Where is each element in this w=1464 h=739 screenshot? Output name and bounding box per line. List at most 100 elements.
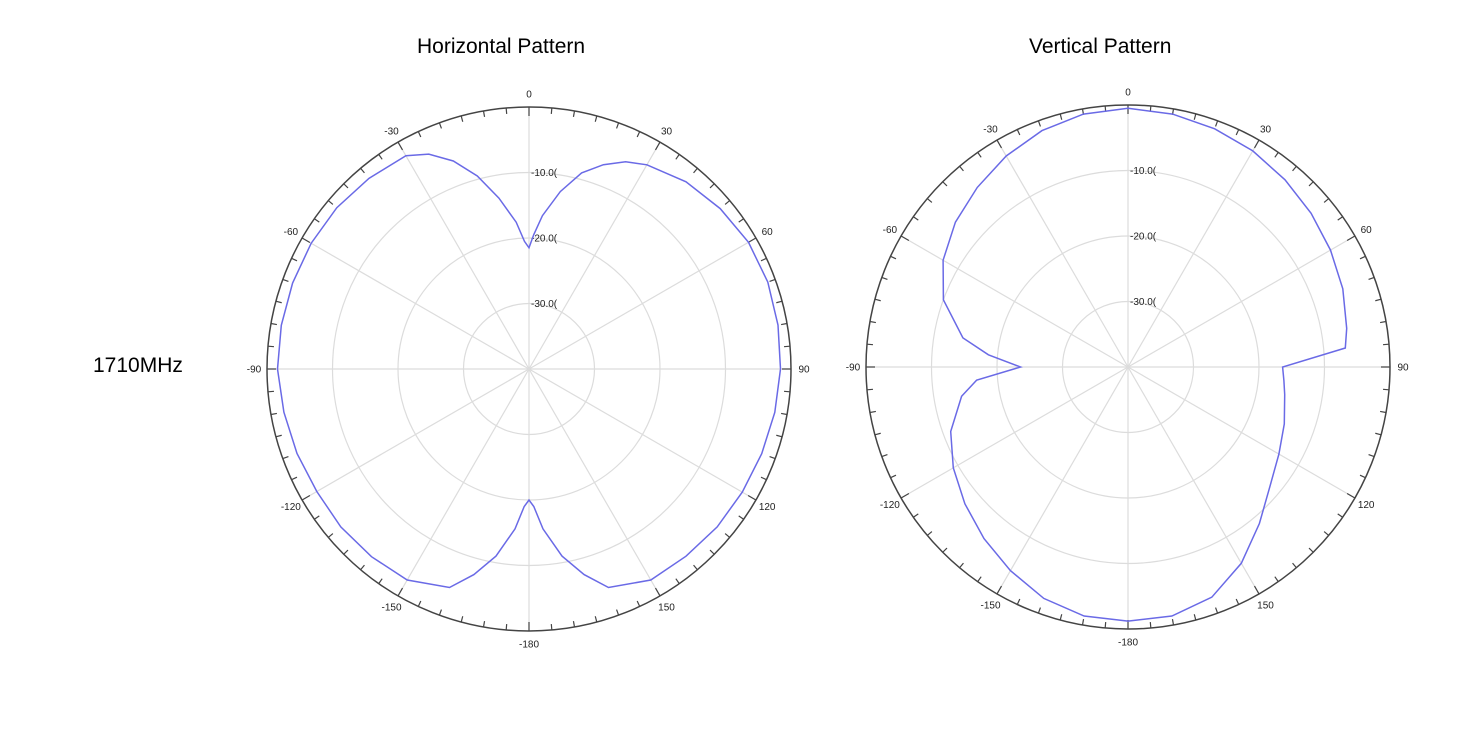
angle-tick xyxy=(594,616,598,623)
angle-tick xyxy=(996,585,1003,595)
angle-tick xyxy=(327,533,334,538)
angle-tick xyxy=(417,131,422,138)
angle-tick xyxy=(1171,619,1175,626)
angle-tick xyxy=(926,531,933,536)
angle-tick xyxy=(1059,614,1063,621)
angle-tick xyxy=(417,600,422,607)
angle-tick xyxy=(301,494,311,501)
angle-tick xyxy=(1346,235,1356,242)
angle-tick xyxy=(869,410,876,414)
angle-tick xyxy=(1214,607,1219,614)
angle-tick xyxy=(996,139,1003,149)
angle-tick xyxy=(760,476,767,481)
angle-tick xyxy=(594,115,598,122)
angle-label: 90 xyxy=(798,365,810,376)
angle-tick xyxy=(1323,198,1330,203)
angle-tick xyxy=(783,390,791,393)
angle-tick xyxy=(738,218,744,223)
angle-tick xyxy=(747,237,757,244)
angle-label: 120 xyxy=(759,502,776,513)
horizontal-pattern-trace xyxy=(276,153,782,589)
angle-tick xyxy=(291,476,298,481)
angle-tick xyxy=(615,122,620,129)
angle-tick xyxy=(693,564,698,571)
angle-label: 30 xyxy=(1260,124,1272,135)
frequency-label: 1710MHz xyxy=(93,354,183,377)
angle-tick xyxy=(314,218,320,223)
horizontal-pattern-title: Horizontal Pattern xyxy=(417,35,586,58)
angle-tick xyxy=(482,110,486,117)
angle-tick xyxy=(654,587,661,597)
angle-tick xyxy=(282,455,289,460)
angle-label: -60 xyxy=(284,227,299,238)
angle-tick xyxy=(776,434,783,438)
angle-tick xyxy=(913,216,919,221)
angle-label: 150 xyxy=(1257,601,1274,612)
vertical-pattern-trace xyxy=(942,107,1348,622)
angle-tick xyxy=(343,183,349,189)
angle-tick xyxy=(769,455,776,460)
angle-tick xyxy=(900,235,910,242)
angle-tick xyxy=(776,300,783,304)
angle-tick xyxy=(1323,531,1330,536)
angle-tick xyxy=(1081,619,1085,626)
angle-tick xyxy=(550,107,553,115)
angle-tick xyxy=(709,549,715,555)
angle-tick xyxy=(1214,120,1219,127)
angle-tick xyxy=(572,621,576,628)
angle-tick xyxy=(1235,598,1240,605)
angle-tick xyxy=(881,276,888,281)
angle-tick xyxy=(397,141,404,151)
angle-tick xyxy=(460,115,464,122)
angle-tick xyxy=(267,345,275,348)
angle-tick xyxy=(267,390,275,393)
angle-tick xyxy=(959,562,964,569)
angle-tick xyxy=(1292,165,1297,172)
angle-tick xyxy=(1274,576,1279,582)
angle-label: -30 xyxy=(983,124,998,135)
angle-tick xyxy=(890,474,897,479)
angle-label: 60 xyxy=(1361,225,1373,236)
ring-label: -10.0( xyxy=(531,168,558,179)
angle-tick xyxy=(1368,453,1375,458)
angle-tick xyxy=(977,576,982,582)
angle-tick xyxy=(1382,343,1390,346)
angle-tick xyxy=(572,110,576,117)
angle-tick xyxy=(275,434,282,438)
angle-tick xyxy=(1059,113,1063,120)
angle-tick xyxy=(282,278,289,283)
grid-ring xyxy=(930,169,1326,565)
angle-tick xyxy=(900,492,910,499)
angle-tick xyxy=(738,515,744,520)
angle-tick xyxy=(301,237,311,244)
angle-tick xyxy=(693,167,698,174)
angle-tick xyxy=(747,494,757,501)
angle-label: 90 xyxy=(1397,363,1409,374)
angle-tick xyxy=(913,513,919,518)
angle-tick xyxy=(1149,621,1152,629)
angle-tick xyxy=(505,107,508,115)
angle-tick xyxy=(1380,320,1387,324)
angle-label: 0 xyxy=(1125,88,1131,99)
angle-tick xyxy=(881,453,888,458)
angle-tick xyxy=(1235,129,1240,136)
ring-label: -10.0( xyxy=(1130,166,1157,177)
angle-tick xyxy=(378,154,383,160)
angle-tick xyxy=(1016,598,1021,605)
angle-tick xyxy=(709,183,715,189)
angle-label: -180 xyxy=(519,640,539,651)
angle-tick xyxy=(1292,562,1297,569)
angle-tick xyxy=(675,154,680,160)
angle-tick xyxy=(1104,621,1107,629)
angle-label: -60 xyxy=(883,225,898,236)
angle-tick xyxy=(275,300,282,304)
angle-label: 120 xyxy=(1358,500,1375,511)
angle-tick xyxy=(482,621,486,628)
angle-tick xyxy=(977,152,982,158)
angle-tick xyxy=(1253,139,1260,149)
angle-tick xyxy=(505,623,508,631)
angle-tick xyxy=(1308,181,1314,187)
angle-tick xyxy=(460,616,464,623)
ring-label: -20.0( xyxy=(531,234,558,245)
